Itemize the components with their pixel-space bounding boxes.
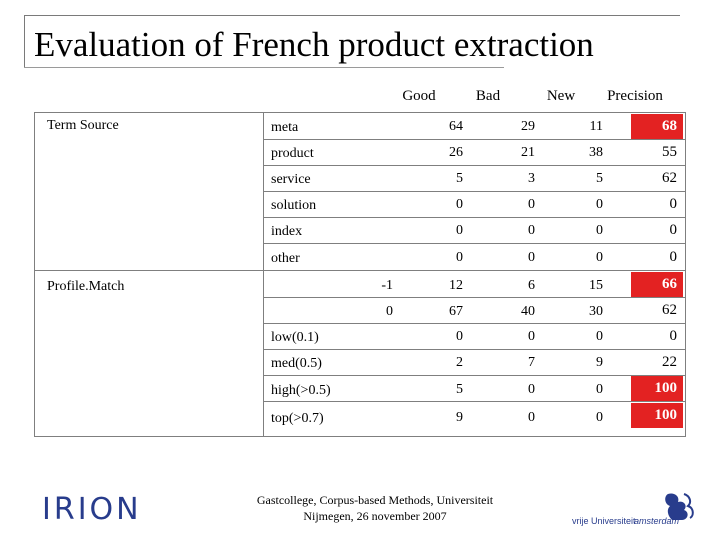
title-underline <box>24 67 504 68</box>
row-sub-value: 0 <box>386 304 393 319</box>
cell-new: 0 <box>596 382 603 397</box>
cell-good: 67 <box>449 304 463 319</box>
row-label: solution <box>271 198 317 213</box>
cell-bad: 3 <box>528 171 535 186</box>
cell-bad: 6 <box>528 278 535 293</box>
row-divider <box>263 297 685 298</box>
row-divider <box>263 243 685 244</box>
group-label-profile-match: Profile.Match <box>47 279 125 294</box>
row-divider <box>263 165 685 166</box>
cell-bad: 0 <box>528 223 535 238</box>
cell-new: 38 <box>589 145 603 160</box>
col-header-bad: Bad <box>475 88 501 104</box>
cell-good: 64 <box>449 119 463 134</box>
row-divider <box>263 217 685 218</box>
cell-precision-highlight: 100 <box>631 403 683 428</box>
cell-good: 26 <box>449 145 463 160</box>
cell-precision: 0 <box>669 196 678 212</box>
row-label: med(0.5) <box>271 356 322 371</box>
cell-bad: 7 <box>528 355 535 370</box>
vu-logo: vrije Universiteit amsterdam <box>572 490 700 530</box>
results-table: Term Source Profile.Match meta 64 29 11 … <box>34 112 686 437</box>
cell-good: 9 <box>456 410 463 425</box>
row-divider <box>263 375 685 376</box>
cell-precision: 55 <box>662 144 677 160</box>
group-divider <box>35 270 685 271</box>
cell-new: 0 <box>596 223 603 238</box>
row-label: top(>0.7) <box>271 411 324 426</box>
cell-new: 0 <box>596 329 603 344</box>
cell-precision: 22 <box>662 354 677 370</box>
cell-precision: 62 <box>662 302 677 318</box>
vu-logo-text: vrije Universiteit <box>572 516 636 526</box>
col-header-precision: Precision <box>607 88 663 104</box>
col-header-good: Good <box>402 88 436 104</box>
slide-frame-left <box>24 15 25 67</box>
cell-precision: 0 <box>669 249 678 265</box>
row-sub-value: -1 <box>381 278 393 293</box>
cell-bad: 0 <box>528 197 535 212</box>
cell-new: 5 <box>596 171 603 186</box>
cell-new: 0 <box>596 197 603 212</box>
cell-good: 0 <box>456 329 463 344</box>
cell-new: 15 <box>589 278 603 293</box>
cell-precision: 0 <box>669 222 678 238</box>
cell-good: 12 <box>449 278 463 293</box>
cell-new: 11 <box>589 119 603 134</box>
cell-bad: 0 <box>528 329 535 344</box>
cell-precision: 62 <box>662 170 677 186</box>
cell-bad: 21 <box>521 145 535 160</box>
footer-line-2: Nijmegen, 26 november 2007 <box>303 509 447 523</box>
cell-bad: 29 <box>521 119 535 134</box>
row-label: index <box>271 224 303 239</box>
slide-frame-top <box>24 15 680 16</box>
cell-new: 0 <box>596 410 603 425</box>
row-label: low(0.1) <box>271 330 319 345</box>
row-divider <box>263 139 685 140</box>
cell-bad: 40 <box>521 304 535 319</box>
cell-bad: 0 <box>528 250 535 265</box>
row-label: other <box>271 251 300 266</box>
row-label: high(>0.5) <box>271 383 331 398</box>
cell-precision-highlight: 66 <box>631 272 683 297</box>
cell-good: 0 <box>456 223 463 238</box>
row-divider <box>263 401 685 402</box>
cell-good: 0 <box>456 250 463 265</box>
row-label: meta <box>271 120 299 135</box>
cell-good: 5 <box>456 171 463 186</box>
row-divider <box>263 323 685 324</box>
vu-griffin-icon <box>665 493 694 520</box>
cell-bad: 0 <box>528 410 535 425</box>
cell-new: 9 <box>596 355 603 370</box>
row-divider <box>263 349 685 350</box>
table-divider <box>263 113 264 436</box>
cell-bad: 0 <box>528 382 535 397</box>
footer-citation: Gastcollege, Corpus-based Methods, Unive… <box>230 492 520 524</box>
cell-new: 30 <box>589 304 603 319</box>
irion-logo: IRION <box>42 492 142 527</box>
cell-good: 2 <box>456 355 463 370</box>
cell-precision-highlight: 68 <box>631 114 683 139</box>
row-divider <box>263 191 685 192</box>
cell-precision: 0 <box>669 328 678 344</box>
vu-logo-city: amsterdam <box>634 516 680 526</box>
col-header-new: New <box>546 88 576 104</box>
row-label: product <box>271 146 314 161</box>
row-label: service <box>271 172 311 187</box>
cell-good: 0 <box>456 197 463 212</box>
group-label-term-source: Term Source <box>47 118 119 133</box>
cell-new: 0 <box>596 250 603 265</box>
cell-precision-highlight: 100 <box>631 376 683 401</box>
footer-line-1: Gastcollege, Corpus-based Methods, Unive… <box>256 493 494 507</box>
slide-title: Evaluation of French product extraction <box>34 25 594 64</box>
cell-good: 5 <box>456 382 463 397</box>
